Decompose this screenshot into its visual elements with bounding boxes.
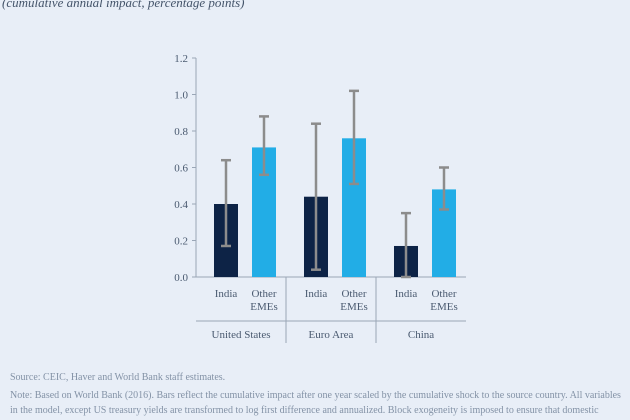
bar-category-label: EMEs (250, 301, 278, 313)
y-tick-label: 1.0 (174, 90, 188, 102)
bar-category-label: India (215, 288, 238, 300)
methodology-note: Note: Based on World Bank (2016). Bars r… (10, 390, 621, 416)
y-tick-label: 0.8 (174, 126, 188, 138)
y-tick-label: 1.2 (174, 53, 188, 65)
source-note: Source: CEIC, Haver and World Bank staff… (10, 372, 226, 383)
y-tick-label: 0.6 (174, 163, 188, 175)
bar-category-label: Other (251, 288, 276, 300)
bar-category-label: India (305, 288, 328, 300)
bar-category-label: Other (431, 288, 456, 300)
group-label: Euro Area (309, 329, 354, 341)
chart-subtitle: (cumulative annual impact, percentage po… (2, 0, 245, 10)
group-label: China (408, 329, 434, 341)
group-label: United States (212, 329, 271, 341)
bar-category-label: India (395, 288, 418, 300)
bar-category-label: EMEs (430, 301, 458, 313)
y-tick-label: 0.4 (174, 199, 188, 211)
bar-category-label: Other (341, 288, 366, 300)
y-tick-label: 0.0 (174, 272, 188, 284)
y-tick-label: 0.2 (174, 236, 188, 248)
bar-category-label: EMEs (340, 301, 368, 313)
